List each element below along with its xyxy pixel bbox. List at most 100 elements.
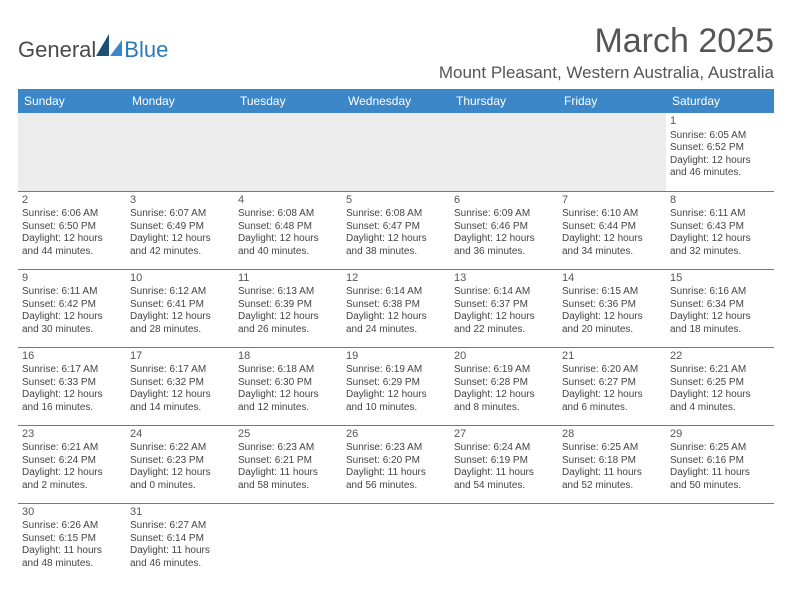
daylight-text: and 16 minutes.: [22, 402, 122, 415]
page-subtitle: Mount Pleasant, Western Australia, Austr…: [439, 63, 774, 83]
daylight-text: and 24 minutes.: [346, 324, 446, 337]
sunrise-text: Sunrise: 6:08 AM: [238, 208, 338, 221]
daylight-text: and 20 minutes.: [562, 324, 662, 337]
daylight-text: Daylight: 11 hours: [670, 467, 770, 480]
calendar-cell: 28Sunrise: 6:25 AMSunset: 6:18 PMDayligh…: [558, 425, 666, 503]
calendar-row: 9Sunrise: 6:11 AMSunset: 6:42 PMDaylight…: [18, 269, 774, 347]
day-number: 23: [22, 428, 122, 442]
daylight-text: Daylight: 12 hours: [22, 233, 122, 246]
sunrise-text: Sunrise: 6:06 AM: [22, 208, 122, 221]
sunrise-text: Sunrise: 6:08 AM: [346, 208, 446, 221]
sunrise-text: Sunrise: 6:25 AM: [670, 442, 770, 455]
sunset-text: Sunset: 6:29 PM: [346, 377, 446, 390]
day-number: 13: [454, 272, 554, 286]
sunset-text: Sunset: 6:23 PM: [130, 455, 230, 468]
day-number: 27: [454, 428, 554, 442]
calendar-cell: 11Sunrise: 6:13 AMSunset: 6:39 PMDayligh…: [234, 269, 342, 347]
calendar-cell: [126, 113, 234, 191]
calendar-cell: 3Sunrise: 6:07 AMSunset: 6:49 PMDaylight…: [126, 191, 234, 269]
day-number: 17: [130, 350, 230, 364]
sunset-text: Sunset: 6:25 PM: [670, 377, 770, 390]
daylight-text: and 32 minutes.: [670, 246, 770, 259]
calendar-cell: 26Sunrise: 6:23 AMSunset: 6:20 PMDayligh…: [342, 425, 450, 503]
day-number: 12: [346, 272, 446, 286]
logo-text-blue: Blue: [124, 37, 168, 63]
daylight-text: and 46 minutes.: [670, 167, 770, 180]
calendar-cell: [18, 113, 126, 191]
daylight-text: and 4 minutes.: [670, 402, 770, 415]
daylight-text: Daylight: 12 hours: [454, 233, 554, 246]
sunrise-text: Sunrise: 6:14 AM: [346, 286, 446, 299]
daylight-text: Daylight: 12 hours: [346, 389, 446, 402]
daylight-text: Daylight: 12 hours: [130, 467, 230, 480]
calendar-cell: [558, 503, 666, 581]
logo: General Blue: [18, 34, 168, 66]
calendar-cell: 2Sunrise: 6:06 AMSunset: 6:50 PMDaylight…: [18, 191, 126, 269]
sunrise-text: Sunrise: 6:23 AM: [238, 442, 338, 455]
calendar-row: 1Sunrise: 6:05 AMSunset: 6:52 PMDaylight…: [18, 113, 774, 191]
sunrise-text: Sunrise: 6:19 AM: [454, 364, 554, 377]
daylight-text: Daylight: 12 hours: [238, 311, 338, 324]
sunset-text: Sunset: 6:20 PM: [346, 455, 446, 468]
calendar-cell: [234, 503, 342, 581]
sunset-text: Sunset: 6:19 PM: [454, 455, 554, 468]
sunrise-text: Sunrise: 6:10 AM: [562, 208, 662, 221]
sunset-text: Sunset: 6:46 PM: [454, 221, 554, 234]
daylight-text: and 46 minutes.: [130, 558, 230, 571]
sunrise-text: Sunrise: 6:27 AM: [130, 520, 230, 533]
calendar-cell: 31Sunrise: 6:27 AMSunset: 6:14 PMDayligh…: [126, 503, 234, 581]
sunrise-text: Sunrise: 6:05 AM: [670, 130, 770, 143]
day-number: 2: [22, 194, 122, 208]
daylight-text: and 48 minutes.: [22, 558, 122, 571]
daylight-text: Daylight: 12 hours: [130, 233, 230, 246]
daylight-text: and 18 minutes.: [670, 324, 770, 337]
calendar-cell: 18Sunrise: 6:18 AMSunset: 6:30 PMDayligh…: [234, 347, 342, 425]
daylight-text: Daylight: 11 hours: [346, 467, 446, 480]
calendar-cell: 8Sunrise: 6:11 AMSunset: 6:43 PMDaylight…: [666, 191, 774, 269]
calendar-cell: 9Sunrise: 6:11 AMSunset: 6:42 PMDaylight…: [18, 269, 126, 347]
sunset-text: Sunset: 6:34 PM: [670, 299, 770, 312]
daylight-text: and 30 minutes.: [22, 324, 122, 337]
daylight-text: Daylight: 12 hours: [130, 311, 230, 324]
daylight-text: and 8 minutes.: [454, 402, 554, 415]
daylight-text: Daylight: 12 hours: [454, 311, 554, 324]
calendar-cell: 19Sunrise: 6:19 AMSunset: 6:29 PMDayligh…: [342, 347, 450, 425]
sunrise-text: Sunrise: 6:24 AM: [454, 442, 554, 455]
day-number: 21: [562, 350, 662, 364]
daylight-text: Daylight: 11 hours: [562, 467, 662, 480]
day-number: 11: [238, 272, 338, 286]
day-number: 15: [670, 272, 770, 286]
sunrise-text: Sunrise: 6:20 AM: [562, 364, 662, 377]
sunset-text: Sunset: 6:24 PM: [22, 455, 122, 468]
sunrise-text: Sunrise: 6:07 AM: [130, 208, 230, 221]
day-number: 20: [454, 350, 554, 364]
title-block: March 2025 Mount Pleasant, Western Austr…: [439, 22, 774, 83]
day-number: 5: [346, 194, 446, 208]
weekday-header: Tuesday: [234, 89, 342, 113]
daylight-text: and 28 minutes.: [130, 324, 230, 337]
day-number: 25: [238, 428, 338, 442]
calendar-cell: 27Sunrise: 6:24 AMSunset: 6:19 PMDayligh…: [450, 425, 558, 503]
day-number: 8: [670, 194, 770, 208]
calendar-cell: 5Sunrise: 6:08 AMSunset: 6:47 PMDaylight…: [342, 191, 450, 269]
sunset-text: Sunset: 6:16 PM: [670, 455, 770, 468]
calendar-cell: 7Sunrise: 6:10 AMSunset: 6:44 PMDaylight…: [558, 191, 666, 269]
day-number: 4: [238, 194, 338, 208]
sunset-text: Sunset: 6:21 PM: [238, 455, 338, 468]
sunset-text: Sunset: 6:50 PM: [22, 221, 122, 234]
calendar-cell: 29Sunrise: 6:25 AMSunset: 6:16 PMDayligh…: [666, 425, 774, 503]
daylight-text: and 34 minutes.: [562, 246, 662, 259]
daylight-text: Daylight: 12 hours: [562, 311, 662, 324]
sunset-text: Sunset: 6:30 PM: [238, 377, 338, 390]
day-number: 26: [346, 428, 446, 442]
daylight-text: Daylight: 12 hours: [346, 233, 446, 246]
daylight-text: Daylight: 12 hours: [562, 389, 662, 402]
daylight-text: Daylight: 12 hours: [670, 233, 770, 246]
daylight-text: and 22 minutes.: [454, 324, 554, 337]
calendar-cell: [342, 113, 450, 191]
day-number: 31: [130, 506, 230, 520]
day-number: 9: [22, 272, 122, 286]
calendar-cell: 16Sunrise: 6:17 AMSunset: 6:33 PMDayligh…: [18, 347, 126, 425]
daylight-text: Daylight: 12 hours: [22, 467, 122, 480]
calendar-cell: [450, 113, 558, 191]
